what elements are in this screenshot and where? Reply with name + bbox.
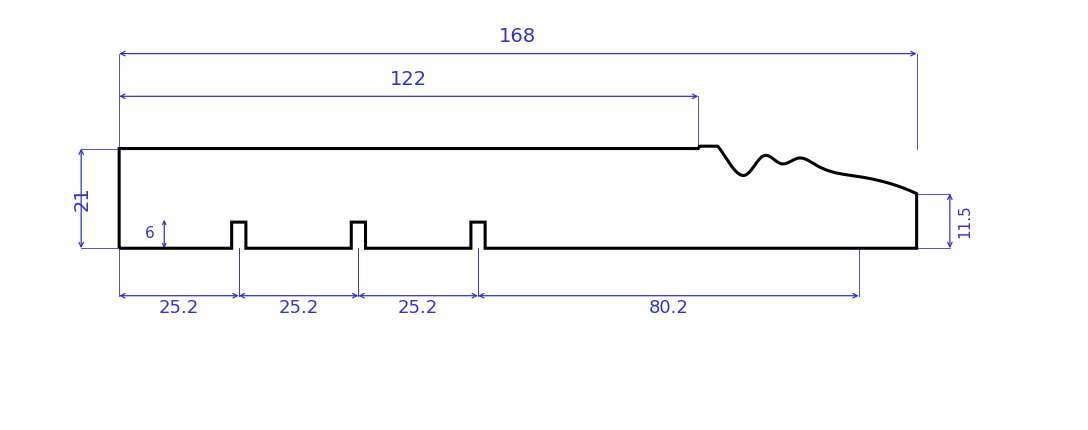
Text: 25.2: 25.2 xyxy=(398,299,438,317)
Text: 21: 21 xyxy=(73,186,91,211)
Text: 6: 6 xyxy=(145,227,154,242)
Text: 80.2: 80.2 xyxy=(648,299,689,317)
Text: 168: 168 xyxy=(499,28,536,46)
Text: 25.2: 25.2 xyxy=(159,299,199,317)
Text: 11.5: 11.5 xyxy=(957,204,972,238)
Text: 122: 122 xyxy=(391,70,428,89)
Text: 25.2: 25.2 xyxy=(279,299,319,317)
